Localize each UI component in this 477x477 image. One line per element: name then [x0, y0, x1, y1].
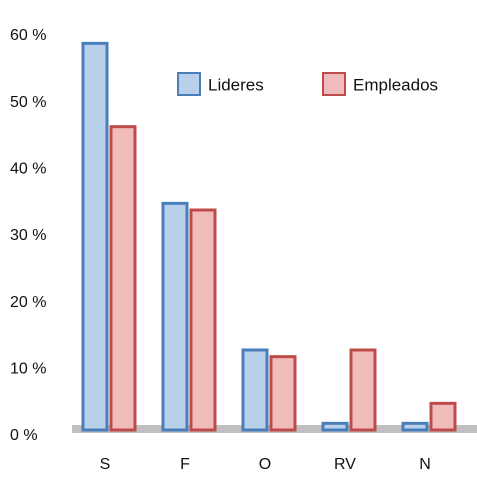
- y-tick-label: 60 %: [10, 27, 46, 44]
- y-tick-label: 0 %: [10, 427, 38, 444]
- y-tick-label: 50 %: [10, 94, 46, 111]
- bar: [429, 401, 457, 432]
- y-tick-label: 40 %: [10, 161, 46, 178]
- bar: [349, 348, 377, 432]
- bar: [161, 201, 189, 432]
- bar: [241, 348, 269, 432]
- legend-swatch: [322, 72, 346, 96]
- legend-label: Lideres: [208, 75, 264, 94]
- legend-swatch: [177, 72, 201, 96]
- legend-label: Empleados: [353, 75, 438, 94]
- bar: [189, 208, 217, 432]
- bar: [321, 421, 349, 432]
- y-tick-label: 30 %: [10, 227, 46, 244]
- bar: [81, 41, 109, 432]
- x-tick-label: RV: [334, 456, 356, 473]
- y-tick-label: 20 %: [10, 294, 46, 311]
- bar: [269, 355, 297, 432]
- y-tick-label: 10 %: [10, 361, 46, 378]
- bar: [401, 421, 429, 432]
- x-tick-label: N: [419, 456, 431, 473]
- bar: [109, 125, 137, 432]
- x-tick-label: S: [100, 456, 111, 473]
- x-tick-label: F: [180, 456, 190, 473]
- x-tick-label: O: [259, 456, 271, 473]
